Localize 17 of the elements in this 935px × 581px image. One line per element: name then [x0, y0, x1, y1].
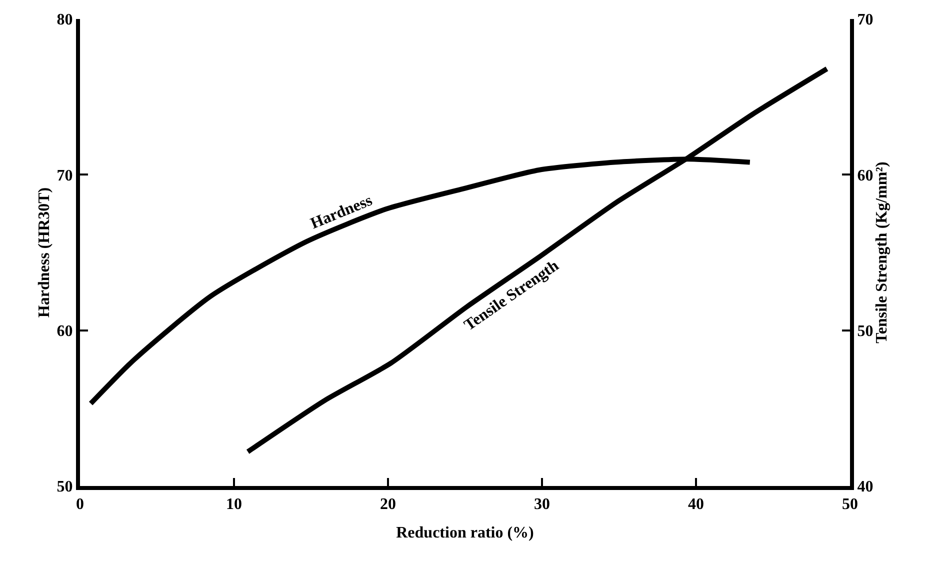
x-axis-title: Reduction ratio (%)	[396, 524, 534, 542]
y-tick-label: 50	[56, 478, 73, 496]
y2-tick-label: 50	[857, 322, 874, 340]
x-tick-label: 30	[534, 496, 550, 514]
x-tick-label: 0	[76, 496, 84, 514]
y-tick-label: 70	[56, 167, 73, 184]
y2-tick-label: 60	[857, 167, 874, 184]
y-tick-label: 60	[56, 322, 73, 340]
y2-axis-title: Tensile Strength (Kg/mm²)	[873, 162, 890, 344]
y-axis-title: Hardness (HR30T)	[36, 187, 54, 318]
x-tick-label: 10	[226, 496, 242, 514]
x-tick-label: 20	[380, 496, 396, 514]
y2-tick-label: 40	[857, 478, 874, 496]
y2-tick-label: 70	[857, 12, 874, 29]
x-tick-label: 40	[688, 496, 704, 514]
x-tick-label: 50	[842, 496, 858, 514]
y-tick-label: 80	[56, 12, 73, 29]
